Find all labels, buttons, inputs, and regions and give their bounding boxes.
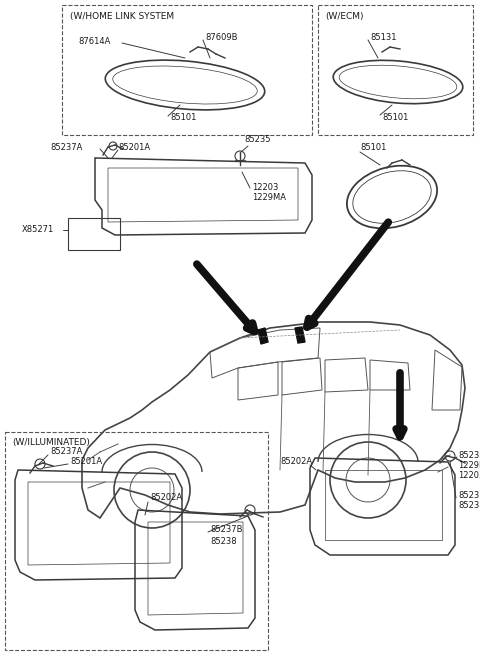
Text: X85271: X85271: [22, 226, 54, 234]
Text: 85237B: 85237B: [458, 491, 480, 499]
Polygon shape: [258, 328, 268, 344]
Polygon shape: [295, 327, 305, 343]
Text: 87609B: 87609B: [205, 33, 238, 43]
Text: 12203: 12203: [458, 470, 480, 480]
Text: 85237B: 85237B: [210, 525, 242, 535]
Text: 1229MA: 1229MA: [252, 194, 286, 203]
Text: 85131: 85131: [370, 33, 396, 43]
Text: 85238: 85238: [458, 501, 480, 510]
Text: 85237A: 85237A: [50, 447, 83, 457]
Text: 1229MA: 1229MA: [458, 461, 480, 470]
Text: 12203: 12203: [252, 184, 278, 192]
Text: 85202A: 85202A: [280, 457, 312, 466]
Text: 85235: 85235: [244, 136, 271, 144]
Text: 85238: 85238: [210, 537, 237, 546]
Text: 85235: 85235: [458, 451, 480, 459]
Text: 85201A: 85201A: [118, 144, 150, 152]
Text: 85202A: 85202A: [150, 493, 182, 502]
Text: (W/ECM): (W/ECM): [325, 12, 363, 20]
Text: 87614A: 87614A: [78, 37, 110, 47]
Text: (W/ILLUMINATED): (W/ILLUMINATED): [12, 438, 90, 447]
Text: 85101: 85101: [382, 113, 408, 123]
Text: 85101: 85101: [170, 113, 196, 123]
Text: (W/HOME LINK SYSTEM: (W/HOME LINK SYSTEM: [70, 12, 174, 20]
Text: 85237A: 85237A: [50, 144, 83, 152]
Text: 85101: 85101: [360, 144, 386, 152]
Text: 85201A: 85201A: [70, 457, 102, 466]
